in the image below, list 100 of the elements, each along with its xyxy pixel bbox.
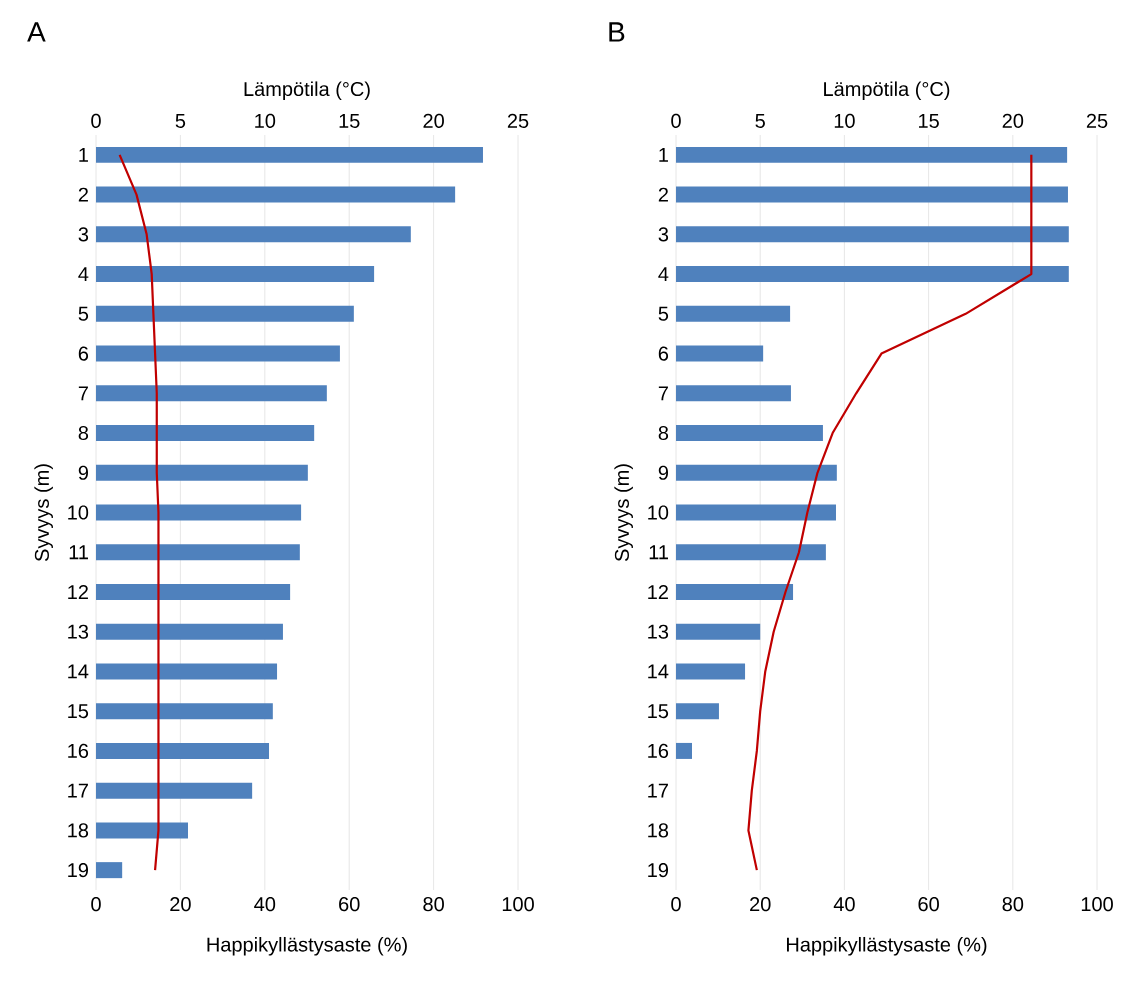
bar [676, 544, 826, 561]
y-tick-label: 14 [648, 664, 669, 679]
y-tick-label: 4 [658, 267, 669, 281]
y-tick-label: 14 [68, 664, 89, 679]
bar [96, 266, 375, 283]
y-tick-label: 11 [649, 545, 668, 560]
y-tick-label: 7 [658, 386, 668, 401]
bar [676, 464, 837, 481]
x-tick-label: 0 [671, 897, 681, 912]
x2-tick-label: 0 [671, 113, 681, 128]
x-tick-label: 100 [1081, 897, 1113, 912]
bar [96, 742, 270, 759]
bar [676, 663, 746, 680]
y-tick-label: 12 [648, 585, 668, 599]
bar [676, 504, 836, 521]
y-tick-label: 2 [78, 187, 88, 202]
x-tick-label: 20 [750, 897, 771, 912]
y-tick-label: 18 [68, 823, 89, 838]
y-tick-label: 19 [68, 863, 89, 878]
x-tick-label: 100 [502, 897, 534, 912]
chart-title: B [609, 22, 625, 42]
y-tick-label: 10 [648, 505, 669, 520]
bar [96, 703, 273, 720]
x2-tick-label: 5 [755, 113, 765, 128]
x2-tick-label: 20 [423, 113, 444, 128]
bar [96, 385, 327, 402]
y-tick-label: 15 [648, 704, 669, 719]
bar [96, 782, 253, 799]
y-tick-label: 13 [68, 624, 89, 639]
bar [96, 464, 308, 481]
x2-axis-title: Lämpötila (°C) [824, 81, 950, 101]
x-tick-label: 40 [254, 897, 276, 912]
chart-title: A [27, 22, 46, 42]
x2-tick-label: 25 [507, 113, 529, 128]
x-tick-label: 80 [423, 897, 444, 912]
y-tick-label: 8 [658, 425, 669, 441]
y-tick-label: 7 [78, 386, 88, 401]
bar [96, 345, 340, 362]
x2-tick-label: 0 [91, 113, 101, 128]
bar [676, 623, 761, 640]
y-tick-label: 1 [659, 147, 668, 162]
x-tick-label: 0 [91, 897, 101, 912]
x2-tick-label: 15 [919, 113, 939, 128]
bar [676, 385, 791, 402]
y-tick-label: 13 [648, 624, 669, 639]
y-tick-label: 9 [658, 465, 669, 480]
bar [676, 583, 794, 600]
y-tick-label: 18 [648, 823, 669, 838]
y-tick-label: 8 [78, 425, 89, 441]
y-tick-label: 4 [78, 267, 89, 281]
bar [96, 186, 456, 203]
x-axis-title: Happikyllästysaste (%) [207, 936, 407, 956]
y-tick-label: 17 [68, 783, 88, 798]
bar [676, 425, 823, 442]
bar [676, 305, 791, 322]
x-axis-title: Happikyllästysaste (%) [787, 936, 987, 956]
bar [96, 862, 123, 879]
x2-tick-label: 10 [255, 113, 276, 128]
x-tick-label: 60 [339, 897, 360, 912]
y-tick-label: 3 [658, 227, 669, 242]
y-tick-label: 5 [78, 306, 89, 321]
y-tick-label: 5 [658, 306, 669, 321]
bar [96, 425, 315, 442]
bar [676, 226, 1069, 243]
x2-tick-label: 20 [1002, 113, 1024, 128]
x2-tick-label: 25 [1086, 113, 1108, 128]
x-tick-label: 40 [833, 897, 855, 912]
bar [96, 146, 483, 163]
x2-tick-label: 5 [175, 113, 186, 128]
x2-axis-title: Lämpötila (°C) [244, 81, 370, 101]
bar [96, 623, 283, 640]
y-tick-label: 6 [658, 346, 669, 361]
y-tick-label: 2 [658, 187, 668, 202]
y-tick-label: 16 [648, 743, 669, 758]
bar [676, 345, 764, 362]
x-tick-label: 20 [170, 897, 191, 912]
bar [96, 663, 278, 680]
y-tick-label: 12 [68, 585, 88, 599]
bar [96, 822, 188, 839]
y-tick-label: 16 [68, 743, 89, 758]
y-tick-label: 11 [69, 545, 88, 560]
y-tick-label: 17 [648, 783, 668, 798]
y-axis-title: Syvyys (m) [614, 464, 633, 562]
x-tick-label: 60 [918, 897, 939, 912]
x-tick-label: 80 [1002, 897, 1024, 912]
y-tick-label: 15 [68, 704, 89, 719]
y-tick-label: 1 [79, 147, 88, 162]
bar [676, 146, 1068, 163]
y-axis-title: Syvyys (m) [34, 464, 53, 562]
bar [96, 504, 302, 521]
bar [676, 703, 719, 720]
y-tick-label: 19 [648, 863, 669, 878]
bar [96, 226, 411, 243]
bar [96, 583, 291, 600]
y-tick-label: 3 [78, 227, 89, 242]
bar [676, 742, 693, 759]
bar [96, 544, 300, 561]
y-tick-label: 9 [78, 465, 89, 480]
bar [676, 266, 1069, 283]
y-tick-label: 10 [68, 505, 89, 520]
